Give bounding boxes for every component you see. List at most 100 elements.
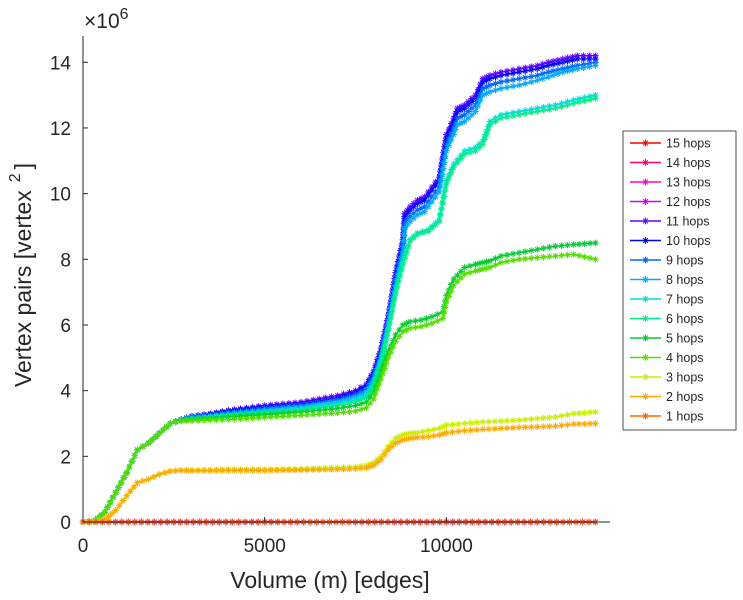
data-point: [438, 205, 445, 213]
data-point: [580, 55, 587, 63]
data-point: [441, 159, 448, 166]
legend-label: 7 hops: [666, 293, 704, 307]
data-point: [477, 97, 484, 104]
legend-item: 13 hops: [630, 176, 710, 190]
data-point: [150, 473, 158, 481]
data-point: [509, 417, 517, 424]
series-line: [82, 253, 596, 523]
data-point: [558, 242, 565, 249]
y-axis-label: Vertex pairs [vertex2]: [7, 163, 36, 387]
legend-label: 1 hops: [666, 410, 704, 424]
data-point: [279, 467, 287, 474]
data-point: [515, 256, 523, 263]
series-5-hops: [79, 239, 599, 526]
data-point: [592, 420, 599, 427]
data-point: [515, 111, 523, 119]
data-point: [497, 85, 505, 92]
data-point: [552, 242, 559, 250]
data-point: [515, 68, 523, 76]
data-point: [213, 467, 220, 474]
data-point: [381, 343, 388, 350]
data-point: [503, 77, 511, 85]
data-point: [569, 56, 576, 64]
data-point: [381, 451, 388, 458]
legend: 15 hops 14 hops 13 hops 12 hops 11 hops 10 ho…: [622, 130, 737, 431]
data-point: [112, 507, 119, 514]
data-point: [481, 136, 488, 143]
data-point: [455, 420, 462, 428]
data-point: [642, 393, 649, 400]
data-point: [473, 426, 480, 434]
data-point: [392, 290, 399, 297]
data-point: [352, 407, 359, 415]
data-point: [564, 101, 571, 109]
data-point: [285, 412, 293, 420]
data-point: [139, 477, 147, 485]
legend-label: 15 hops: [666, 137, 710, 151]
y-tick-label: 2: [60, 447, 71, 468]
series-2-hops: [79, 420, 599, 526]
data-point: [322, 466, 329, 473]
data-point: [528, 66, 535, 74]
series-10-hops: [79, 55, 599, 526]
data-point: [642, 315, 649, 322]
data-point: [534, 77, 541, 84]
data-point: [316, 410, 323, 418]
data-point: [243, 415, 250, 422]
data-point: [503, 424, 511, 432]
data-point: [172, 467, 179, 474]
legend-item: 3 hops: [630, 371, 704, 385]
data-point: [112, 489, 119, 496]
data-point: [545, 68, 552, 76]
legend-item: 1 hops: [630, 410, 704, 424]
data-point: [395, 278, 402, 286]
data-point: [558, 412, 565, 420]
data-point: [575, 410, 583, 417]
data-point: [386, 320, 393, 328]
data-point: [177, 467, 185, 474]
data-point: [564, 57, 571, 65]
data-point: [322, 406, 329, 414]
data-point: [546, 423, 553, 430]
data-point: [509, 70, 517, 77]
data-point: [448, 287, 455, 295]
data-point: [231, 416, 238, 423]
data-point: [443, 421, 450, 429]
data-point: [117, 479, 125, 486]
y-tick-label: 6: [60, 316, 71, 337]
data-point: [443, 429, 450, 436]
legend-label: 2 hops: [666, 390, 704, 404]
legend-item: 14 hops: [630, 156, 710, 170]
data-point: [457, 155, 465, 162]
data-point: [430, 426, 437, 433]
data-point: [396, 272, 404, 280]
data-point: [379, 370, 387, 378]
data-point: [380, 348, 387, 355]
data-point: [434, 317, 441, 325]
data-point: [503, 71, 511, 78]
series-line: [82, 64, 596, 523]
data-point: [642, 295, 649, 303]
data-point: [534, 415, 541, 422]
data-point: [570, 100, 577, 107]
data-point: [366, 400, 374, 407]
data-point: [472, 108, 479, 115]
data-point: [273, 467, 281, 474]
data-point: [207, 417, 214, 424]
data-point: [534, 246, 541, 253]
data-point: [406, 206, 414, 214]
legend-label: 3 hops: [666, 371, 704, 385]
data-point: [412, 317, 419, 325]
data-point: [485, 126, 492, 133]
y-tick-label: 8: [60, 250, 71, 271]
data-point: [534, 254, 541, 261]
data-point: [554, 70, 562, 77]
data-point: [389, 343, 397, 351]
x-tick-label: 5000: [244, 536, 286, 557]
data-point: [419, 229, 427, 237]
data-point: [492, 255, 499, 262]
data-point: [442, 304, 449, 311]
data-point: [389, 302, 397, 310]
data-point: [435, 218, 443, 225]
data-point: [410, 234, 417, 242]
